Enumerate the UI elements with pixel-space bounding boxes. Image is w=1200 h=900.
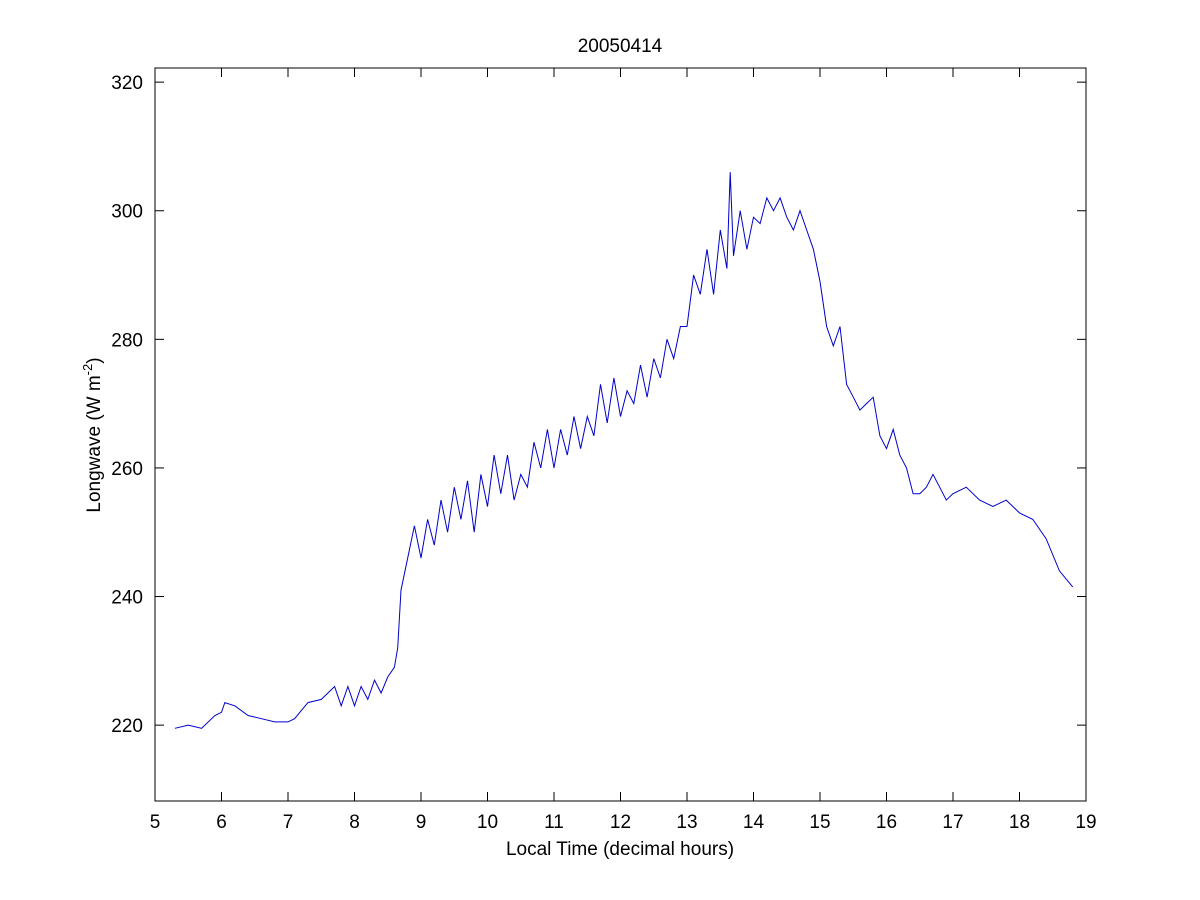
- x-tick-label: 19: [1075, 812, 1096, 833]
- x-tick-label: 5: [150, 812, 161, 833]
- y-axis-label-sup: -2: [80, 364, 95, 376]
- y-axis-label-end: ): [84, 357, 105, 363]
- chart-title: 20050414: [578, 36, 663, 57]
- x-tick-label: 15: [809, 812, 830, 833]
- y-tick-label: 260: [111, 459, 143, 480]
- x-tick-label: 16: [876, 812, 897, 833]
- y-axis-label: Longwave (W m-2): [80, 357, 105, 512]
- y-tick-label: 240: [111, 588, 143, 609]
- x-tick-label: 6: [216, 812, 227, 833]
- x-tick-label: 13: [676, 812, 697, 833]
- y-axis-label-main: Longwave (W m: [84, 375, 105, 512]
- x-tick-label: 8: [349, 812, 360, 833]
- x-tick-label: 14: [743, 812, 765, 833]
- y-tick-label: 220: [111, 716, 143, 737]
- x-axis-label: Local Time (decimal hours): [506, 839, 734, 860]
- x-tick-label: 12: [610, 812, 631, 833]
- x-tick-label: 10: [477, 812, 498, 833]
- x-tick-label: 18: [1009, 812, 1030, 833]
- plot-frame: [154, 67, 1087, 802]
- data-line: [174, 172, 1074, 729]
- x-tick-label: 7: [283, 812, 294, 833]
- x-tick-label: 9: [416, 812, 427, 833]
- y-tick-label: 300: [111, 202, 143, 223]
- y-tick-label: 320: [111, 73, 143, 94]
- y-tick-label: 280: [111, 330, 143, 351]
- x-tick-label: 17: [942, 812, 963, 833]
- x-tick-label: 11: [544, 812, 564, 833]
